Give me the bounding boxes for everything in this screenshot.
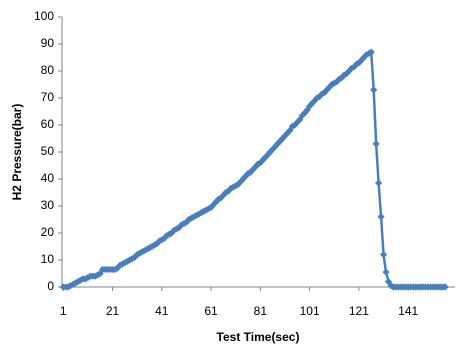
data-point xyxy=(84,273,92,282)
data-point xyxy=(342,70,351,78)
data-point xyxy=(123,257,131,265)
y-tick-label: 90 xyxy=(41,36,55,50)
y-axis-title: H2 Pressure(bar) xyxy=(10,104,24,201)
y-tick-label: 30 xyxy=(41,198,55,212)
data-point xyxy=(367,48,375,56)
data-point xyxy=(303,106,311,114)
y-tick-label: 0 xyxy=(47,279,54,293)
data-point xyxy=(350,63,358,71)
data-point xyxy=(266,148,274,156)
data-point xyxy=(94,271,102,279)
data-point xyxy=(288,122,296,130)
y-tick-label: 10 xyxy=(41,252,55,266)
data-point xyxy=(301,109,309,117)
data-point xyxy=(330,79,338,87)
data-point xyxy=(278,134,287,143)
data-point xyxy=(91,272,99,280)
data-point xyxy=(365,49,373,58)
data-point xyxy=(313,94,321,102)
y-tick-label: 80 xyxy=(41,63,55,77)
data-point xyxy=(71,279,80,287)
data-point xyxy=(372,140,380,148)
y-tick-label: 20 xyxy=(41,225,55,239)
x-tick-label: 81 xyxy=(254,304,268,318)
x-tick-label: 121 xyxy=(349,304,369,318)
data-point xyxy=(296,116,304,124)
data-point xyxy=(323,86,331,94)
data-point xyxy=(261,153,269,161)
data-point xyxy=(357,56,365,64)
data-point xyxy=(116,261,124,269)
data-point xyxy=(370,86,378,94)
data-point xyxy=(254,160,262,168)
data-point xyxy=(281,132,289,140)
data-point xyxy=(345,67,353,75)
data-point xyxy=(338,74,346,82)
x-tick-label: 101 xyxy=(300,304,320,318)
data-point xyxy=(335,75,343,83)
data-point xyxy=(320,89,329,97)
data-point xyxy=(355,59,363,67)
data-point xyxy=(328,80,336,89)
data-point xyxy=(387,282,395,290)
data-point xyxy=(382,268,390,276)
data-point xyxy=(74,278,82,286)
x-tick-label: 41 xyxy=(155,304,169,318)
x-tick-label: 61 xyxy=(204,304,218,318)
x-axis-title: Test Time(sec) xyxy=(217,330,300,344)
data-point xyxy=(259,156,267,164)
data-point xyxy=(113,264,122,272)
y-tick-label: 60 xyxy=(41,117,55,131)
data-point xyxy=(362,51,370,59)
y-tick-label: 70 xyxy=(41,90,55,104)
data-point xyxy=(251,163,260,171)
data-point xyxy=(121,259,129,267)
data-point xyxy=(315,93,324,101)
data-point xyxy=(379,251,388,259)
data-point xyxy=(67,282,75,290)
x-tick-label: 21 xyxy=(106,304,120,318)
data-point xyxy=(81,275,90,283)
data-point xyxy=(111,265,119,274)
y-tick-label: 50 xyxy=(41,144,55,158)
x-tick-label: 141 xyxy=(398,304,418,318)
data-point xyxy=(308,99,316,107)
data-point xyxy=(273,140,282,148)
data-point xyxy=(375,179,383,187)
y-tick-label: 100 xyxy=(34,9,54,23)
data-point xyxy=(384,278,393,286)
y-tick-label: 40 xyxy=(41,171,55,185)
x-tick-label: 1 xyxy=(60,304,67,318)
data-point xyxy=(377,213,385,221)
data-point xyxy=(441,283,449,291)
